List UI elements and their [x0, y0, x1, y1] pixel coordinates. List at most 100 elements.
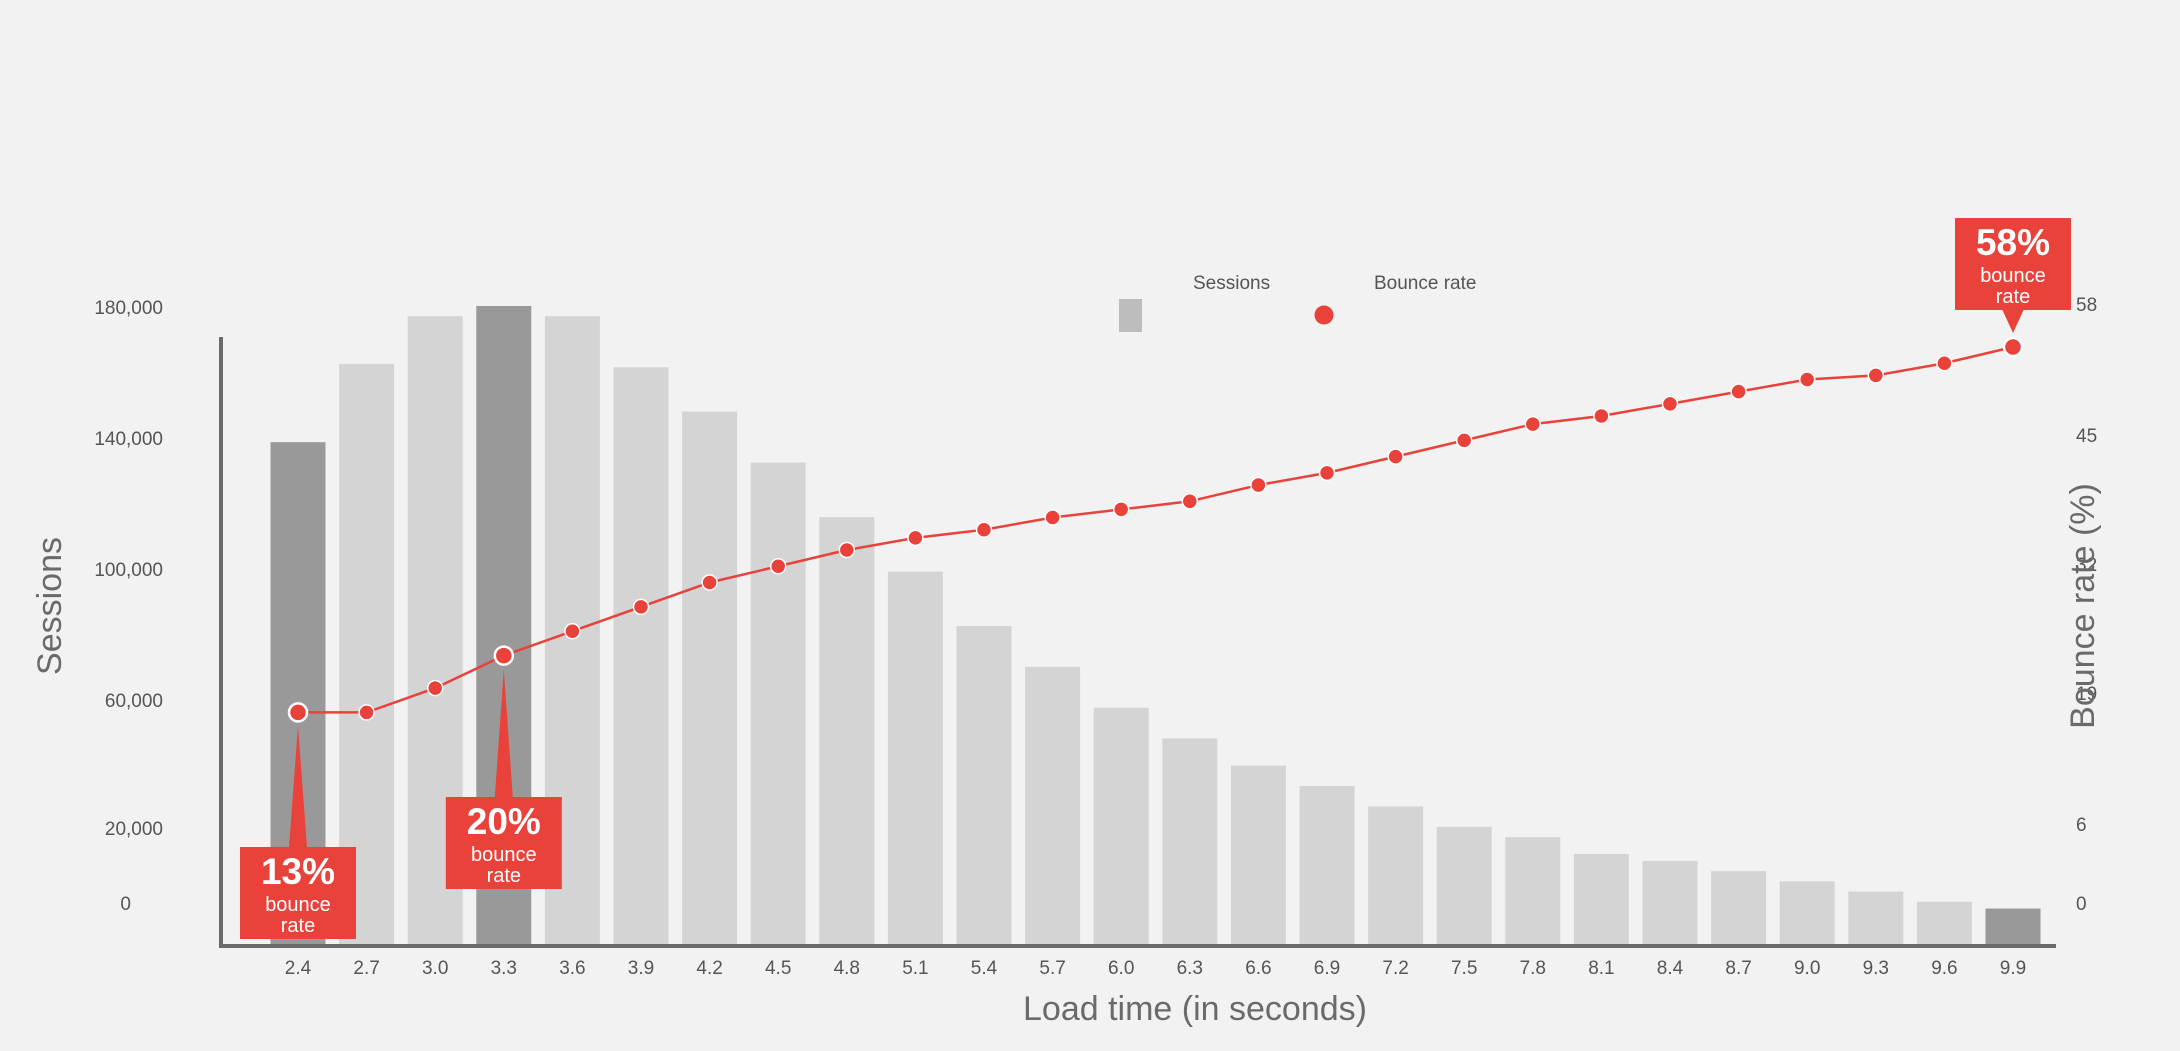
bounce-point-5.1	[907, 529, 924, 547]
callout-label-line1: bounce	[471, 844, 537, 866]
session-bar-7.2	[1368, 806, 1424, 946]
callout-label-line2: rate	[281, 915, 315, 937]
session-bar-6.6	[1230, 765, 1286, 946]
y-tick-label: 180,000	[94, 298, 163, 319]
y-tick-label: 140,000	[94, 429, 163, 450]
x-tick-label: 4.5	[765, 958, 791, 979]
y-tick-label: 60,000	[105, 691, 163, 712]
session-bar-8.4	[1642, 860, 1698, 946]
session-bar-6.0	[1093, 707, 1149, 946]
x-tick-label: 8.7	[1725, 958, 1751, 979]
session-bar-4.5	[750, 462, 806, 946]
bounce-point-3.3	[493, 645, 515, 666]
bounce-point-2.4	[287, 702, 309, 723]
callout-box	[445, 797, 562, 889]
callout-value: 13%	[261, 851, 335, 892]
legend-bounce-swatch	[1314, 305, 1334, 325]
bounce-point-3.0	[426, 679, 444, 697]
y-tick-label: 100,000	[94, 560, 163, 581]
x-tick-label: 5.1	[902, 958, 928, 979]
y-tick-label: 0	[120, 894, 131, 915]
bounce-point-9.6	[1936, 354, 1953, 372]
session-bar-3.9	[613, 367, 669, 946]
session-bar-9.3	[1848, 891, 1904, 946]
callout-label-line2: rate	[487, 865, 521, 887]
y2-tick-label: 45	[2076, 426, 2097, 447]
x-tick-label: 9.6	[1931, 958, 1957, 979]
x-tick-label: 9.0	[1794, 958, 1820, 979]
axes-layer	[219, 337, 2056, 948]
x-tick-label: 2.4	[285, 958, 312, 979]
x-tick-label: 6.9	[1314, 958, 1340, 979]
session-bar-4.2	[682, 411, 738, 946]
session-bar-9.9	[1985, 908, 2041, 946]
x-tick-label: 7.8	[1520, 958, 1546, 979]
x-tick-label: 2.7	[353, 958, 379, 979]
y2-tick-label: 58	[2076, 295, 2097, 316]
y-axis-title: Sessions	[31, 537, 69, 675]
bounce-point-9.9	[2002, 336, 2024, 358]
callout-value: 58%	[1976, 222, 2050, 263]
bounce-point-6.6	[1250, 476, 1267, 494]
bounce-point-8.1	[1593, 407, 1610, 425]
callout-label-line2: rate	[1996, 286, 2030, 308]
x-axis-title: Load time (in seconds)	[1023, 990, 1367, 1028]
x-tick-label: 3.9	[628, 958, 654, 979]
y2-tick-label: 19	[2076, 684, 2097, 705]
session-bar-8.1	[1573, 854, 1629, 946]
bounce-point-6.9	[1318, 464, 1336, 482]
bounce-point-9.3	[1867, 367, 1885, 384]
callout-pointer	[2002, 309, 2024, 333]
bounce-point-5.4	[975, 521, 993, 538]
callout-box	[240, 847, 356, 939]
x-tick-label: 4.8	[834, 958, 860, 979]
session-bar-8.7	[1711, 871, 1767, 946]
callout-label-line1: bounce	[1980, 265, 2046, 287]
x-tick-label: 4.2	[696, 958, 722, 979]
legend-sessions-swatch	[1119, 299, 1142, 332]
y-tick-label: 20,000	[105, 819, 163, 840]
session-bar-7.5	[1436, 826, 1492, 946]
legend-sessions-label: Sessions	[1193, 273, 1270, 294]
y2-tick-label: 32	[2076, 555, 2097, 576]
x-tick-label: 6.6	[1245, 958, 1271, 979]
session-bar-7.8	[1505, 837, 1561, 946]
legend: Sessions Bounce rate	[1119, 273, 1476, 332]
x-tick-label: 8.1	[1588, 958, 1614, 979]
bounce-point-8.4	[1661, 395, 1679, 413]
session-bar-4.8	[819, 517, 875, 946]
x-tick-label: 6.3	[1177, 958, 1203, 979]
x-tick-label: 7.2	[1382, 958, 1408, 979]
session-bar-6.3	[1162, 738, 1218, 946]
x-tick-label: 3.6	[559, 958, 585, 979]
x-tick-label: 8.4	[1657, 958, 1684, 979]
x-tick-label: 5.4	[971, 958, 998, 979]
callout-value: 20%	[467, 801, 541, 842]
session-bar-6.9	[1299, 786, 1355, 946]
bounce-point-4.2	[701, 574, 718, 591]
y2-axis-title: Bounce rate (%)	[2064, 483, 2102, 729]
x-tick-label: 6.0	[1108, 958, 1134, 979]
callout-box	[1955, 218, 2071, 310]
x-tick-label: 7.5	[1451, 958, 1477, 979]
x-tick-label: 5.7	[1039, 958, 1065, 979]
x-tick-label: 3.0	[422, 958, 448, 979]
session-bar-5.1	[887, 571, 943, 946]
bounce-point-3.9	[632, 598, 650, 616]
y2-tick-label: 0	[2076, 894, 2087, 915]
bounce-point-7.8	[1524, 415, 1542, 433]
callout-pointer	[289, 726, 307, 847]
bounce-point-9.0	[1798, 371, 1816, 388]
bounce-point-3.6	[564, 622, 581, 640]
callout-label-line1: bounce	[265, 894, 331, 916]
x-tick-label: 9.3	[1863, 958, 1889, 979]
bounce-rate-line	[298, 345, 2014, 714]
legend-bounce-label: Bounce rate	[1374, 273, 1476, 294]
session-bar-9.6	[1916, 901, 1972, 946]
